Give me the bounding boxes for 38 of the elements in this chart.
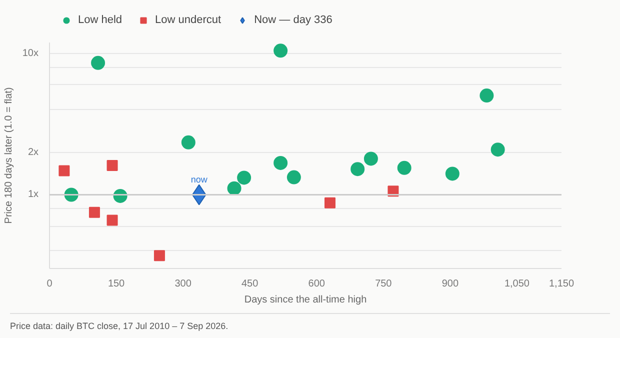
point — [350, 162, 365, 176]
point — [106, 214, 118, 226]
legend-label: Now — day 336 — [254, 14, 332, 26]
point — [324, 197, 336, 208]
x-axis-title: Days since the all-time high — [244, 294, 367, 306]
point — [490, 142, 505, 157]
x-tick-label: 150 — [108, 278, 126, 290]
point — [227, 181, 242, 196]
y-tick-label: 10x — [22, 48, 38, 60]
x-tick-label: 1,050 — [504, 278, 530, 290]
point — [397, 160, 412, 175]
point — [286, 170, 301, 184]
point — [106, 160, 118, 172]
point — [274, 156, 288, 170]
x-tick-label: 600 — [308, 278, 326, 290]
text: Price data: daily BTC close, 17 Jul 2010 – 7 Sep 2026. — [10, 320, 228, 333]
point — [237, 170, 252, 185]
x-tick-label: 0 — [46, 278, 53, 290]
legend-label: Low held — [78, 14, 122, 26]
x-tick-label: 450 — [242, 278, 259, 290]
point — [445, 166, 460, 181]
y-axis-title: Price 180 days later (1.0 = flat) — [3, 87, 14, 224]
y-tick-label: 1x — [28, 189, 38, 200]
point — [364, 152, 378, 166]
point — [91, 56, 106, 70]
x-tick-label: 1,150 — [548, 278, 574, 290]
legend-label: Low undercut — [155, 14, 222, 26]
x-tick-label: 300 — [174, 278, 192, 290]
point — [88, 206, 100, 218]
point — [181, 135, 196, 150]
point — [274, 44, 288, 58]
point — [154, 250, 165, 262]
x-tick-label: 900 — [442, 278, 459, 290]
point — [480, 88, 494, 103]
annotation: now — [190, 174, 208, 185]
y-tick-label: 2x — [28, 146, 38, 158]
point — [58, 165, 70, 176]
x-tick-label: 750 — [375, 278, 392, 290]
